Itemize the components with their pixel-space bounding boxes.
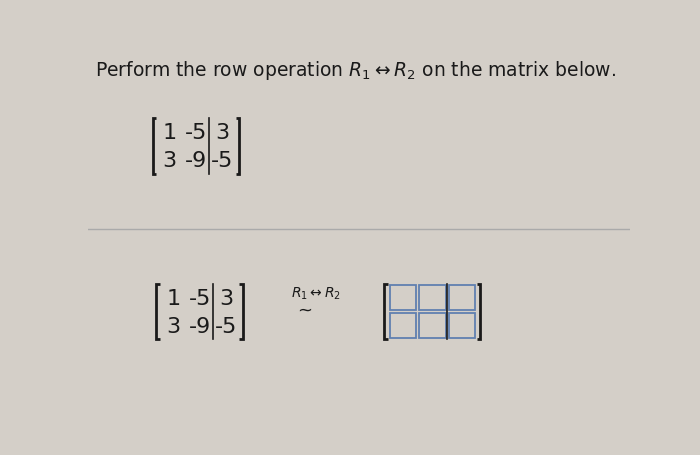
Bar [419,286,446,310]
Bar [449,313,475,338]
Text: ~: ~ [297,301,312,318]
Text: 1: 1 [162,123,176,143]
Text: Perform the row operation $R_1 \leftrightarrow R_2$ on the matrix below.: Perform the row operation $R_1 \leftrigh… [95,59,616,81]
Bar [390,286,416,310]
Text: $R_1 \leftrightarrow R_2$: $R_1 \leftrightarrow R_2$ [290,284,341,301]
Text: -9: -9 [185,151,207,171]
Bar [449,286,475,310]
Text: -5: -5 [211,151,234,171]
Text: 1: 1 [167,288,181,308]
Bar [390,313,416,338]
Text: -5: -5 [185,123,207,143]
Text: 3: 3 [162,151,176,171]
Text: -5: -5 [189,288,211,308]
Text: 3: 3 [216,123,230,143]
Text: -9: -9 [189,316,211,336]
Text: 3: 3 [167,316,181,336]
Text: -5: -5 [215,316,237,336]
Bar [419,313,446,338]
Text: 3: 3 [219,288,233,308]
